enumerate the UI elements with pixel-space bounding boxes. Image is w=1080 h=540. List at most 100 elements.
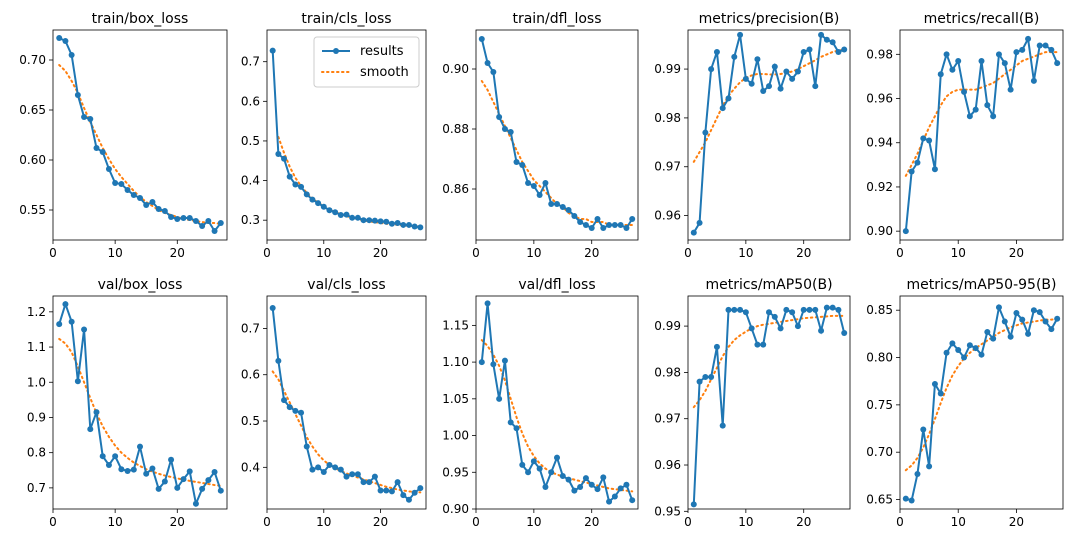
results-point bbox=[303, 191, 310, 198]
y-tick-label: 0.97 bbox=[654, 412, 681, 426]
results-point bbox=[411, 223, 418, 230]
results-point bbox=[554, 201, 560, 207]
results-point bbox=[713, 48, 720, 55]
x-tick-label: 0 bbox=[896, 515, 904, 529]
y-tick-label: 0.96 bbox=[866, 92, 893, 106]
x-tick-label: 0 bbox=[684, 515, 692, 529]
results-point bbox=[777, 85, 784, 92]
results-point bbox=[606, 498, 613, 505]
results-point bbox=[902, 495, 909, 502]
results-point bbox=[754, 341, 761, 348]
results-point bbox=[513, 425, 520, 432]
results-point bbox=[748, 80, 755, 87]
results-point bbox=[771, 63, 778, 70]
x-tick-label: 10 bbox=[951, 515, 966, 529]
results-point bbox=[81, 114, 88, 120]
results-point bbox=[588, 481, 595, 488]
y-tick-label: 1.2 bbox=[27, 305, 46, 319]
x-tick-label: 0 bbox=[472, 515, 480, 529]
results-point bbox=[1048, 46, 1055, 53]
axes-frame bbox=[687, 29, 851, 241]
x-tick-label: 20 bbox=[1009, 246, 1024, 260]
results-point bbox=[789, 75, 796, 82]
results-point bbox=[1013, 49, 1020, 56]
results-point bbox=[496, 114, 503, 120]
results-point bbox=[794, 68, 801, 75]
y-tick-label: 0.7 bbox=[241, 55, 260, 69]
results-point bbox=[542, 483, 549, 490]
subplot-title: train/box_loss bbox=[92, 11, 189, 27]
axes-frame bbox=[52, 29, 228, 241]
results-point bbox=[320, 468, 327, 475]
results-point bbox=[961, 88, 968, 95]
results-point bbox=[269, 47, 276, 54]
axes-frame bbox=[687, 295, 851, 510]
results-point bbox=[565, 476, 572, 483]
results-point bbox=[783, 68, 790, 75]
results-point bbox=[742, 75, 749, 82]
results-point bbox=[417, 224, 424, 231]
x-tick-label: 10 bbox=[108, 515, 123, 529]
results-point bbox=[713, 343, 720, 350]
x-tick-label: 10 bbox=[738, 246, 753, 260]
y-tick-label: 0.98 bbox=[654, 365, 681, 379]
results-point bbox=[337, 466, 344, 473]
results-point bbox=[937, 71, 944, 78]
results-point bbox=[507, 419, 514, 426]
plot-area bbox=[690, 31, 848, 236]
results-point bbox=[186, 215, 193, 221]
results-point bbox=[789, 309, 796, 316]
results-point bbox=[995, 304, 1002, 311]
results-point bbox=[93, 409, 100, 416]
results-point bbox=[1054, 60, 1061, 67]
results-point bbox=[400, 221, 407, 228]
results-point bbox=[972, 106, 979, 113]
results-point bbox=[400, 492, 407, 499]
y-tick-label: 0.7 bbox=[27, 481, 46, 495]
results-point bbox=[914, 470, 921, 477]
y-tick-label: 0.5 bbox=[241, 414, 260, 428]
results-point bbox=[548, 469, 555, 476]
results-point bbox=[949, 66, 956, 73]
results-point bbox=[168, 214, 175, 220]
results-point bbox=[606, 222, 613, 228]
x-tick-label: 0 bbox=[263, 515, 271, 529]
results-point bbox=[388, 220, 395, 227]
results-point bbox=[737, 306, 744, 313]
results-point bbox=[168, 456, 175, 463]
results-point bbox=[298, 183, 305, 190]
results-point bbox=[582, 475, 589, 482]
results-point bbox=[818, 31, 825, 38]
results-point bbox=[130, 466, 137, 473]
results-point bbox=[1019, 46, 1026, 53]
x-tick-label: 10 bbox=[108, 246, 123, 260]
results-point bbox=[978, 351, 985, 358]
results-point bbox=[742, 309, 749, 316]
results-point bbox=[690, 229, 697, 236]
results-point bbox=[105, 461, 112, 468]
results-point bbox=[955, 57, 962, 64]
results-point bbox=[829, 304, 836, 311]
results-point bbox=[199, 223, 206, 229]
results-point bbox=[961, 354, 968, 361]
y-tick-label: 1.1 bbox=[27, 340, 46, 354]
results-point bbox=[490, 69, 497, 75]
results-point bbox=[68, 52, 75, 58]
results-point bbox=[507, 129, 514, 135]
results-point bbox=[303, 443, 310, 450]
results-point bbox=[343, 211, 350, 218]
results-point bbox=[841, 330, 848, 337]
results-point bbox=[211, 469, 218, 476]
results-series-line bbox=[692, 306, 846, 505]
results-point bbox=[309, 196, 316, 203]
results-point bbox=[530, 183, 537, 189]
results-point bbox=[337, 212, 344, 219]
results-point bbox=[118, 181, 125, 187]
results-point bbox=[1036, 309, 1043, 316]
results-point bbox=[124, 467, 131, 474]
results-point bbox=[611, 493, 618, 500]
results-point bbox=[623, 481, 630, 488]
results-point bbox=[600, 225, 607, 231]
y-tick-label: 0.88 bbox=[442, 122, 469, 136]
results-point bbox=[371, 217, 378, 224]
